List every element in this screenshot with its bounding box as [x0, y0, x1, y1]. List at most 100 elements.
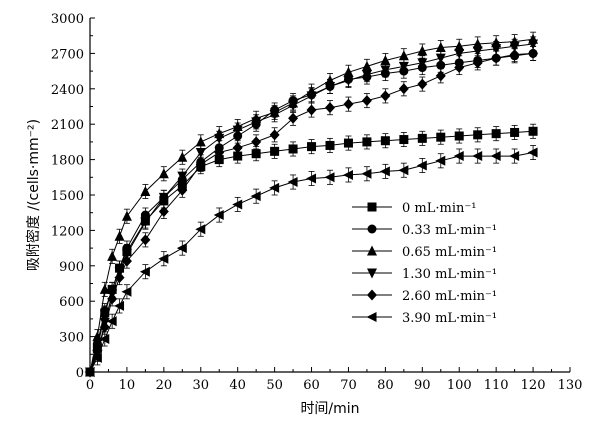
legend-item-3: 0.65 mL·min⁻¹ [352, 245, 497, 260]
x-tick-label: 110 [484, 378, 509, 393]
data-point [176, 243, 187, 254]
legend-marker [367, 268, 377, 279]
x-tick-label: 60 [303, 378, 320, 393]
y-tick-label: 3000 [51, 12, 84, 27]
data-point [139, 266, 150, 277]
data-point [140, 234, 151, 246]
data-point [107, 250, 118, 261]
data-point [251, 149, 261, 159]
data-point [107, 293, 118, 305]
data-point [361, 95, 372, 107]
data-point [232, 142, 243, 154]
data-point [251, 136, 262, 148]
data-point [325, 102, 335, 114]
data-point [195, 224, 206, 235]
data-point [380, 65, 391, 76]
data-point [379, 166, 390, 177]
series-group [84, 31, 539, 378]
data-point [380, 90, 391, 102]
data-point [417, 133, 427, 143]
data-point [398, 165, 409, 176]
x-tick-label: 100 [447, 378, 472, 393]
data-point [491, 129, 501, 139]
data-point [288, 112, 299, 124]
data-point [114, 230, 125, 241]
data-point [177, 151, 188, 162]
data-point [417, 45, 428, 56]
data-point [509, 41, 520, 52]
data-point [399, 135, 409, 145]
x-tick-label: 40 [229, 378, 246, 393]
data-point [343, 98, 354, 110]
data-point [214, 147, 225, 159]
data-point [106, 316, 117, 327]
data-point [195, 148, 206, 159]
data-point [509, 151, 520, 162]
legend-marker [366, 312, 377, 322]
data-point [177, 171, 188, 182]
series-line [89, 152, 534, 373]
data-point [233, 151, 243, 161]
series-line [89, 38, 534, 373]
x-tick-label: 70 [340, 378, 357, 393]
data-point [453, 151, 464, 162]
data-point [288, 100, 299, 111]
data-point [250, 191, 261, 202]
data-point [92, 331, 103, 342]
x-tick-label: 90 [414, 378, 431, 393]
data-point [287, 177, 298, 188]
data-point [195, 136, 206, 147]
data-point [140, 217, 151, 228]
data-point [473, 130, 483, 140]
data-point [99, 321, 110, 333]
series-6 [84, 145, 538, 377]
data-point [528, 126, 538, 136]
x-tick-label: 30 [192, 378, 209, 393]
data-point [307, 142, 317, 152]
x-axis-title: 时间/min [300, 401, 359, 417]
legend-label: 3.90 mL·min⁻¹ [402, 311, 497, 326]
data-point [324, 172, 335, 183]
data-point [158, 168, 169, 179]
data-point [114, 272, 125, 284]
data-point [528, 47, 539, 59]
data-point [398, 83, 409, 95]
series-line [89, 52, 534, 373]
data-point [509, 49, 520, 61]
data-point [454, 40, 465, 51]
tick-labels: 0 10 20 30 40 50 60 70 80 90 100 110 120 130 0 300 600 90… [51, 12, 583, 393]
data-point [417, 58, 428, 69]
data-point [343, 66, 354, 77]
data-point [491, 52, 502, 64]
series-line [89, 43, 534, 373]
data-point [140, 185, 151, 196]
legend-item-5: 2.60 mL·min⁻¹ [352, 289, 497, 304]
legend-item-1: 0 mL·min⁻¹ [352, 201, 476, 216]
series-5 [85, 45, 539, 378]
data-point [343, 76, 354, 87]
data-point [491, 44, 502, 55]
legend-item-6: 3.90 mL·min⁻¹ [352, 311, 497, 326]
data-point [158, 192, 169, 203]
data-point [99, 283, 110, 294]
data-point [490, 151, 501, 162]
data-point [343, 138, 353, 148]
x-tick-label: 50 [266, 378, 283, 393]
data-point [472, 151, 483, 162]
y-tick-label: 300 [59, 331, 84, 346]
data-point [417, 78, 428, 90]
data-point [528, 39, 539, 50]
data-point [232, 199, 243, 210]
data-point [454, 48, 465, 59]
data-point [527, 147, 538, 158]
x-tick-label: 120 [521, 378, 546, 393]
data-point [195, 158, 206, 170]
data-point [398, 50, 409, 61]
data-point [306, 173, 317, 184]
x-tick-label: 130 [558, 378, 583, 393]
data-point [510, 127, 520, 137]
data-point [121, 255, 132, 267]
data-point [213, 210, 224, 221]
data-point [270, 146, 280, 156]
y-tick-label: 1500 [51, 189, 84, 204]
